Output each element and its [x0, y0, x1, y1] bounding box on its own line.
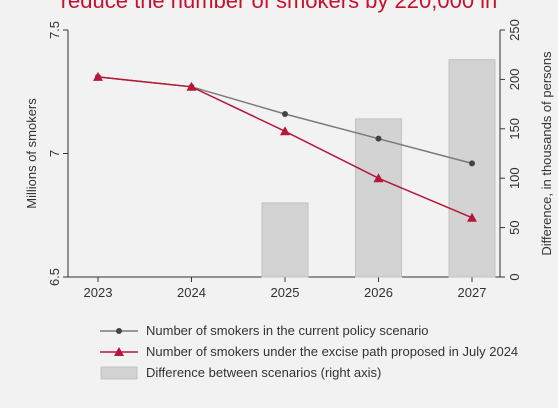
- point-excise-3: [373, 173, 384, 183]
- point-current-3: [375, 135, 382, 142]
- y2-axis-title: Difference, in thousands of persons: [539, 51, 554, 256]
- legend-label-excise: Number of smokers under the excise path …: [146, 344, 519, 359]
- right-tick-label-2: 100: [507, 167, 522, 189]
- legend: Number of smokers in the current policy …: [100, 320, 550, 383]
- legend-label-difference: Difference between scenarios (right axis…: [146, 365, 382, 380]
- bar-difference-4: [448, 59, 496, 278]
- x-tick-label-2: 2025: [271, 285, 300, 300]
- left-tick-label-0: 6.5: [47, 268, 62, 286]
- right-tick-label-3: 150: [507, 118, 522, 140]
- point-current-2: [282, 110, 288, 117]
- point-current-4: [469, 160, 475, 167]
- legend-key-difference: [100, 366, 138, 379]
- point-excise-2: [280, 126, 290, 136]
- right-tick-label-1: 50: [507, 220, 522, 234]
- point-excise-4: [467, 212, 477, 222]
- legend-key-current: [100, 327, 138, 334]
- legend-item-difference: Difference between scenarios (right axis…: [100, 362, 550, 383]
- point-excise-0: [93, 71, 103, 81]
- right-tick-label-4: 200: [507, 69, 522, 91]
- x-tick-label-3: 2026: [364, 285, 393, 300]
- legend-item-current: Number of smokers in the current policy …: [100, 320, 550, 341]
- bar-difference-3: [355, 118, 402, 278]
- chart-headline: reduce the number of smokers by 220,000 …: [60, 0, 498, 13]
- legend-item-excise: Number of smokers under the excise path …: [100, 341, 550, 362]
- axes: 6.5 7 7.5 0 50 100 150 200 250 2023 2024 2025 2026 20…: [24, 19, 554, 300]
- legend-label-current: Number of smokers in the current policy …: [146, 323, 429, 338]
- bars-layer: [261, 59, 496, 278]
- left-tick-label-1: 7: [47, 150, 62, 157]
- right-tick-label-0: 0: [507, 273, 522, 280]
- line-excise: [97, 76, 473, 219]
- y-axis-title: Millions of smokers: [24, 98, 39, 209]
- bar-difference-2: [261, 202, 309, 278]
- x-tick-label-1: 2024: [177, 285, 206, 300]
- lines-layer: [93, 71, 477, 222]
- left-tick-label-2: 7.5: [47, 21, 62, 39]
- x-tick-label-0: 2023: [84, 285, 113, 300]
- line-current: [97, 76, 473, 165]
- point-excise-1: [186, 81, 197, 91]
- right-tick-label-5: 250: [507, 19, 522, 41]
- legend-key-excise: [100, 346, 138, 356]
- x-tick-label-4: 2027: [458, 285, 487, 300]
